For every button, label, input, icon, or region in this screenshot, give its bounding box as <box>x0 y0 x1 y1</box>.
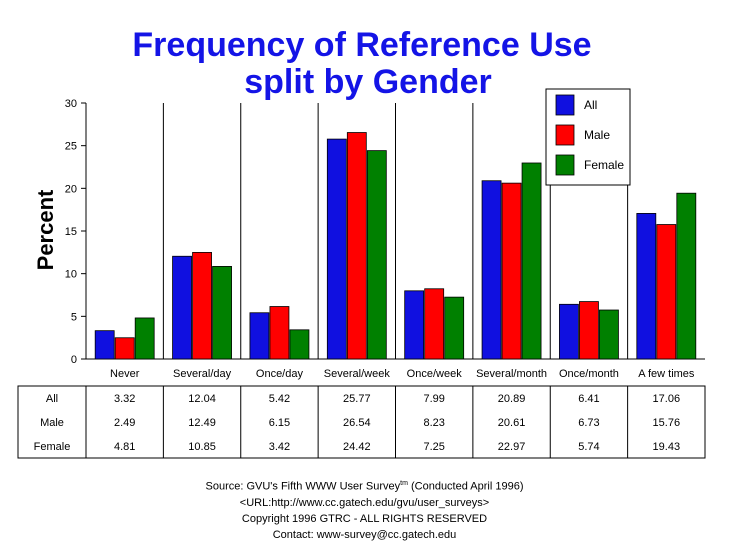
table-cell: 5.74 <box>578 441 599 453</box>
bar-male <box>656 224 677 360</box>
legend-label-female: Female <box>584 158 624 172</box>
y-tick-label: 30 <box>65 98 77 110</box>
table-cell: 20.61 <box>498 417 526 429</box>
table-cell: 7.25 <box>423 441 444 453</box>
table-cell: 3.32 <box>114 393 135 405</box>
legend-swatch-female <box>555 154 575 176</box>
table-cell: 2.49 <box>114 417 135 429</box>
table-cell: 6.15 <box>269 417 290 429</box>
chart-title: Frequency of Reference Use <box>132 26 591 64</box>
table-cell: 19.43 <box>653 441 681 453</box>
y-tick-label: 0 <box>71 354 77 366</box>
contact-line[interactable]: Contact: www-survey@cc.gatech.edu <box>272 528 457 541</box>
table-cell: 15.76 <box>653 417 681 429</box>
bar-female <box>599 309 619 360</box>
legend-label-male: Male <box>584 128 610 142</box>
bar-all <box>404 290 425 360</box>
bar-female <box>212 266 232 360</box>
y-tick-label: 10 <box>65 269 77 281</box>
legend-label-all: All <box>584 98 597 112</box>
bar-all <box>636 213 657 360</box>
table-row-header: Female <box>34 441 71 453</box>
bar-male <box>579 301 599 360</box>
table-cell: 7.99 <box>423 393 444 405</box>
bar-female <box>521 162 542 360</box>
x-tick-label: Several/month <box>476 368 547 380</box>
source-line: Source: GVU's Fifth WWW User Surveytm (C… <box>0 476 729 495</box>
y-tick-label: 20 <box>65 183 77 195</box>
x-tick-label: Once/month <box>559 368 619 380</box>
table-cell: 22.97 <box>498 441 526 453</box>
source-notes: Source: GVU's Fifth WWW User Surveytm (C… <box>0 476 729 543</box>
bar-female <box>289 329 310 360</box>
bar-male <box>269 306 290 360</box>
table-cell: 5.42 <box>269 393 290 405</box>
data-table: All 3.32 12.04 5.42 25.77 7.99 20.89 6.41 17.06 M… <box>17 385 706 459</box>
table-cell: 12.49 <box>188 417 216 429</box>
trademark-sup: tm <box>400 480 408 487</box>
legend: All Male Female <box>545 88 631 186</box>
bar-all <box>94 330 115 360</box>
bar-male <box>114 337 135 360</box>
chart-subtitle: split by Gender <box>244 63 492 101</box>
table-row-header: All <box>46 393 58 405</box>
bar-all <box>249 312 270 360</box>
survey-date: (Conducted April 1996) <box>407 480 524 493</box>
table-cell: 20.89 <box>498 393 526 405</box>
bar-male <box>192 252 212 360</box>
table-cell: 6.73 <box>578 417 599 429</box>
table-cell: 3.42 <box>269 441 290 453</box>
table-cell: 6.41 <box>578 393 599 405</box>
copyright-line: Copyright 1996 GTRC - ALL RIGHTS RESERVE… <box>241 512 488 525</box>
bar-all <box>559 303 579 360</box>
table-cell: 17.06 <box>653 393 681 405</box>
bar-all <box>481 180 502 360</box>
bar-female <box>134 317 155 360</box>
bar-male <box>501 182 522 360</box>
x-tick-label: Once/week <box>407 368 463 380</box>
table-cell: 26.54 <box>343 417 371 429</box>
table-row-header: Male <box>40 417 64 429</box>
survey-url[interactable]: <URL:http://www.cc.gatech.edu/gvu/user_s… <box>239 496 490 509</box>
bar-male <box>346 132 367 360</box>
bar-female <box>676 192 697 360</box>
table-cell: 4.81 <box>114 441 135 453</box>
table-cell: 12.04 <box>188 393 216 405</box>
x-tick-label: Never <box>110 368 140 380</box>
table-cell: 8.23 <box>423 417 444 429</box>
y-tick-label: 5 <box>71 311 77 323</box>
x-tick-label: A few times <box>638 368 695 380</box>
x-tick-label: Several/day <box>173 368 232 380</box>
bar-male <box>424 288 445 360</box>
legend-swatch-male <box>555 124 575 146</box>
y-tick-label: 25 <box>65 141 77 153</box>
table-cell: 25.77 <box>343 393 371 405</box>
source-text: Source: GVU's Fifth WWW User Survey <box>205 480 401 493</box>
y-tick-label: 15 <box>65 226 77 238</box>
bar-all <box>326 138 347 360</box>
table-border <box>17 385 706 459</box>
bar-female <box>444 296 465 360</box>
x-tick-label: Once/day <box>256 368 304 380</box>
bar-all <box>172 255 192 360</box>
legend-swatch-all <box>555 94 575 116</box>
x-tick-label: Several/week <box>324 368 391 380</box>
table-cell: 24.42 <box>343 441 371 453</box>
table-cell: 10.85 <box>188 441 216 453</box>
bar-female <box>366 150 387 360</box>
y-axis-label: Percent <box>33 189 58 270</box>
